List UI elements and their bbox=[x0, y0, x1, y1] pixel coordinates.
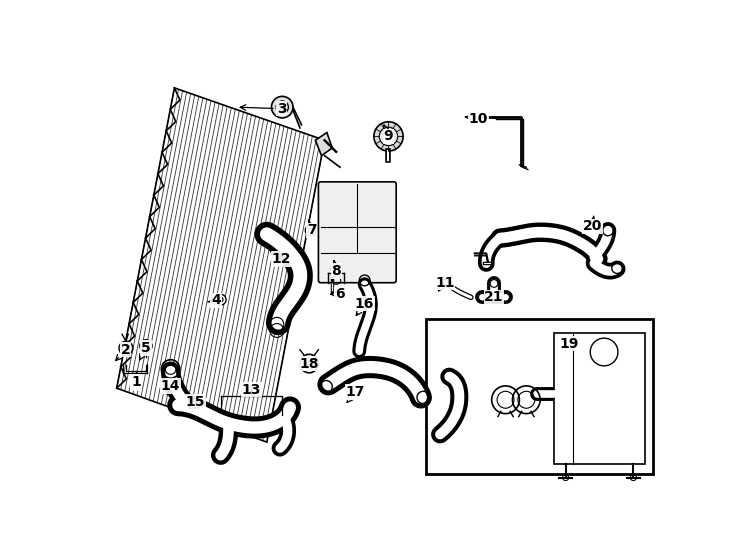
Text: 1: 1 bbox=[131, 376, 141, 390]
Text: 18: 18 bbox=[299, 356, 319, 370]
Text: 4: 4 bbox=[208, 293, 221, 307]
Text: 7: 7 bbox=[307, 220, 316, 238]
Polygon shape bbox=[117, 88, 324, 442]
Text: 11: 11 bbox=[435, 276, 454, 291]
Text: 9: 9 bbox=[383, 125, 393, 144]
Text: 17: 17 bbox=[346, 385, 365, 402]
Circle shape bbox=[139, 340, 152, 352]
Text: 2: 2 bbox=[116, 343, 131, 361]
Circle shape bbox=[215, 294, 226, 305]
Circle shape bbox=[379, 127, 398, 146]
Text: 21: 21 bbox=[484, 291, 504, 305]
Circle shape bbox=[119, 341, 133, 355]
Text: 5: 5 bbox=[139, 341, 150, 360]
Text: 1: 1 bbox=[131, 375, 141, 389]
Text: 16: 16 bbox=[355, 296, 374, 315]
FancyBboxPatch shape bbox=[319, 182, 396, 283]
Text: 6: 6 bbox=[331, 287, 345, 301]
Circle shape bbox=[272, 96, 293, 118]
Circle shape bbox=[374, 122, 403, 151]
Circle shape bbox=[276, 101, 288, 113]
Circle shape bbox=[305, 225, 316, 236]
Text: 19: 19 bbox=[559, 336, 578, 350]
Text: 13: 13 bbox=[241, 383, 261, 397]
Bar bbox=[426, 319, 653, 475]
Text: 12: 12 bbox=[270, 251, 291, 266]
Text: 20: 20 bbox=[583, 216, 602, 233]
Text: 8: 8 bbox=[331, 260, 341, 278]
Polygon shape bbox=[316, 132, 333, 156]
Bar bbox=[554, 333, 645, 464]
Text: 15: 15 bbox=[186, 392, 205, 409]
Text: 3: 3 bbox=[240, 102, 286, 116]
Circle shape bbox=[279, 104, 286, 110]
Circle shape bbox=[122, 345, 130, 352]
Text: 14: 14 bbox=[161, 379, 181, 395]
Text: 10: 10 bbox=[465, 112, 488, 126]
